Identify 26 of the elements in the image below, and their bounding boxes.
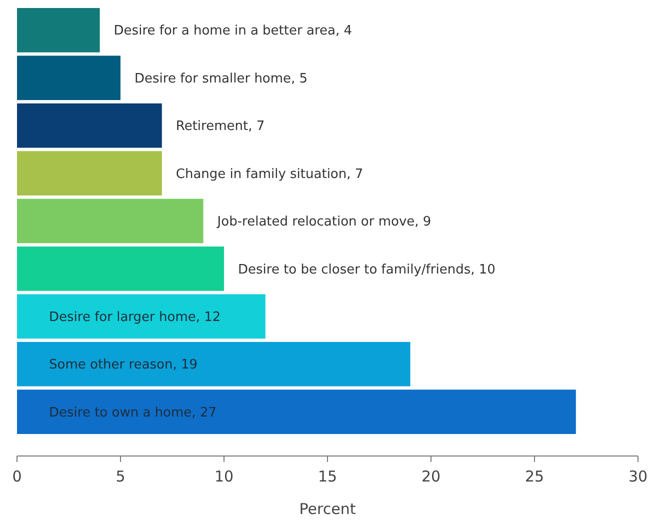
- y-tick-label: Some other reason, 19: [49, 358, 198, 373]
- y-tick-label: Desire to own a home, 27: [49, 405, 216, 420]
- y-tick-label: Retirement, 7: [176, 119, 265, 134]
- x-tick-label: 10: [214, 468, 234, 486]
- x-tick-label: 30: [628, 468, 648, 486]
- bar: [17, 8, 100, 52]
- bar: [17, 294, 266, 339]
- x-axis-title: Percent: [299, 500, 356, 518]
- x-tick-label: 25: [524, 468, 544, 486]
- y-tick-label: Desire for smaller home, 5: [134, 71, 308, 86]
- y-tick-label: Job-related relocation or move, 9: [216, 214, 432, 230]
- y-tick-label: Desire for larger home, 12: [49, 310, 221, 325]
- x-tick-label: 15: [318, 468, 338, 486]
- bar: [17, 198, 204, 244]
- bar: [17, 56, 120, 100]
- y-tick-label: Change in family situation, 7: [176, 166, 364, 182]
- x-tick-label: 20: [421, 468, 441, 486]
- bar: [17, 342, 410, 386]
- bar: [17, 151, 162, 196]
- y-tick-label: Desire for a home in a better area, 4: [114, 24, 352, 39]
- bar: [17, 103, 162, 148]
- y-tick-label: Desire to be closer to family/friends, 10: [238, 262, 496, 278]
- bar: [17, 246, 224, 291]
- x-tick-label: 0: [12, 468, 22, 486]
- bar: [17, 390, 576, 434]
- x-tick-label: 5: [116, 468, 126, 486]
